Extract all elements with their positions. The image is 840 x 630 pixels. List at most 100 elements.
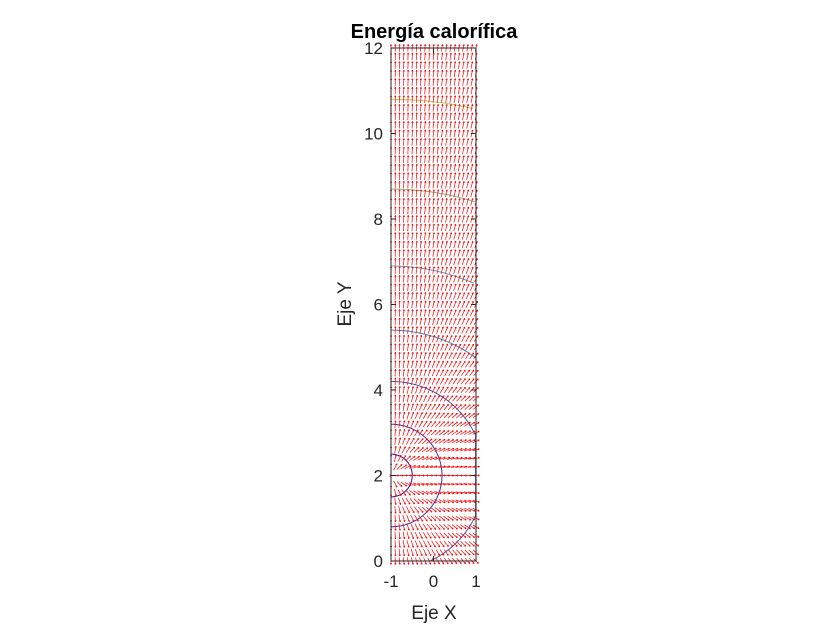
- quiver-arrow: [398, 540, 401, 548]
- quiver-arrow: [418, 506, 424, 513]
- quiver-arrow: [394, 317, 397, 326]
- quiver-arrow: [412, 482, 421, 486]
- quiver-arrow: [457, 189, 461, 197]
- quiver-arrow: [431, 540, 436, 548]
- quiver-arrow: [427, 412, 432, 419]
- quiver-arrow: [439, 515, 446, 521]
- quiver-arrow: [428, 223, 431, 232]
- quiver-arrow: [415, 52, 418, 61]
- quiver-arrow: [468, 404, 475, 410]
- quiver-arrow: [445, 172, 448, 180]
- quiver-arrow: [458, 86, 461, 95]
- quiver-arrow: [430, 515, 437, 522]
- quiver-arrow: [440, 258, 444, 266]
- quiver-arrow: [465, 292, 470, 300]
- quiver-arrow: [470, 198, 474, 206]
- quiver-arrow: [447, 499, 455, 504]
- quiver-arrow: [447, 532, 454, 539]
- quiver-arrow: [430, 498, 437, 504]
- quiver-arrow: [439, 395, 445, 402]
- quiver-arrow: [398, 95, 401, 103]
- quiver-arrow: [415, 343, 419, 351]
- quiver-arrow: [457, 163, 461, 172]
- quiver-arrow: [466, 198, 470, 206]
- quiver-arrow: [402, 206, 405, 215]
- quiver-arrow: [462, 104, 465, 112]
- quiver-arrow: [394, 155, 397, 163]
- quiver-arrow: [398, 189, 401, 197]
- quiver-arrow: [402, 514, 406, 522]
- quiver-arrow: [465, 258, 470, 266]
- quiver-arrow: [414, 429, 419, 437]
- quiver-arrow: [441, 112, 444, 121]
- quiver-arrow: [443, 515, 450, 521]
- quiver-arrow: [421, 498, 429, 504]
- quiver-arrow: [453, 189, 457, 197]
- quiver-arrow: [448, 395, 454, 402]
- quiver-arrow: [394, 428, 397, 437]
- quiver-arrow: [470, 78, 474, 86]
- quiver-arrow: [421, 456, 429, 461]
- quiver-arrow: [469, 283, 474, 291]
- quiver-arrow: [465, 352, 470, 360]
- quiver-arrow: [457, 283, 461, 291]
- quiver-arrow: [470, 206, 474, 214]
- quiver-arrow: [444, 283, 448, 291]
- quiver-arrow: [460, 541, 467, 547]
- quiver-arrow: [402, 95, 405, 103]
- quiver-arrow: [432, 300, 436, 309]
- quiver-arrow: [423, 394, 427, 402]
- quiver-arrow: [418, 515, 424, 522]
- quiver-arrow: [411, 198, 414, 206]
- quiver-arrow: [411, 146, 414, 155]
- quiver-arrow: [424, 86, 427, 95]
- quiver-arrow: [466, 121, 470, 129]
- quiver-arrow: [461, 215, 465, 223]
- quiver-arrow: [407, 129, 410, 138]
- quiver-arrow: [432, 283, 436, 291]
- quiver-arrow: [440, 232, 444, 240]
- quiver-arrow: [466, 61, 469, 69]
- quiver-arrow: [402, 506, 406, 514]
- quiver-arrow: [419, 95, 423, 103]
- quiver-arrow: [441, 86, 444, 95]
- quiver-arrow: [462, 155, 465, 163]
- quiver-arrow: [415, 266, 418, 274]
- quiver-arrow: [461, 292, 466, 300]
- quiver-arrow: [428, 309, 431, 317]
- quiver-arrow: [451, 499, 459, 504]
- quiver-arrow: [447, 524, 454, 530]
- quiver-arrow: [425, 490, 433, 495]
- quiver-arrow: [407, 163, 410, 172]
- quiver-arrow: [426, 515, 433, 522]
- quiver-arrow: [431, 377, 436, 385]
- quiver-arrow: [444, 369, 449, 377]
- quiver-arrow: [423, 377, 427, 385]
- quiver-arrow: [417, 447, 424, 453]
- quiver-arrow: [462, 95, 465, 103]
- quiver-arrow: [419, 326, 423, 334]
- quiver-arrow: [427, 377, 432, 385]
- quiver-arrow: [432, 138, 435, 146]
- quiver-arrow: [470, 121, 474, 129]
- quiver-arrow: [434, 438, 441, 444]
- quiver-arrow: [435, 377, 440, 385]
- quiver-arrow: [441, 104, 444, 112]
- quiver-arrow: [449, 163, 453, 172]
- quiver-arrow: [398, 309, 401, 317]
- quiver-arrow: [453, 232, 457, 240]
- quiver-arrow: [436, 189, 440, 197]
- quiver-arrow: [398, 326, 401, 334]
- quiver-arrow: [427, 352, 431, 360]
- quiver-arrow: [398, 275, 401, 283]
- quiver-arrow: [435, 386, 440, 394]
- quiver-arrow: [432, 181, 435, 189]
- quiver-arrow: [456, 532, 463, 539]
- quiver-arrow: [449, 249, 453, 257]
- quiver-arrow: [394, 232, 397, 240]
- quiver-arrow: [394, 61, 397, 69]
- quiver-arrow: [466, 206, 470, 215]
- quiver-arrow: [461, 266, 466, 274]
- quiver-arrow: [470, 138, 474, 146]
- quiver-arrow: [415, 95, 418, 103]
